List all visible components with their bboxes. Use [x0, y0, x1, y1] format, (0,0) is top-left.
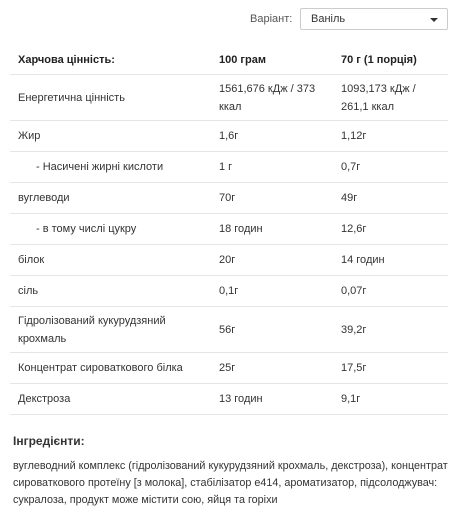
table-cell: 0,07г	[333, 275, 448, 307]
table-cell: - в тому числі цукру	[10, 213, 211, 245]
header-cell: Харчова цінність:	[10, 45, 211, 75]
ingredients-text: вуглеводний комплекс (гідролізований кук…	[13, 460, 448, 506]
table-cell: 20г	[211, 244, 333, 276]
table-cell: Декстроза	[10, 383, 211, 415]
table-cell: 25г	[211, 352, 333, 384]
ingredients: Інгредієнти: вуглеводний комплекс (гідро…	[13, 434, 453, 509]
table-cell: 0,1г	[211, 275, 333, 307]
header-row: Харчова цінність: 100 грам 70 г (1 порція)	[10, 45, 448, 75]
table-row: вуглеводи 70г 49г	[10, 182, 448, 214]
table-cell: Енергетична цінність	[10, 74, 211, 121]
table-row: Гідролізований кукурудзяний крохмаль 56г 3…	[10, 306, 448, 353]
header-cell: 70 г (1 порція)	[333, 45, 448, 75]
table-cell: сіль	[10, 275, 211, 307]
table-row: Жир 1,6г 1,12г	[10, 120, 448, 152]
table-row: - в тому числі цукру 18 годин 12,6г	[10, 213, 448, 245]
table-cell: 0,7г	[333, 151, 448, 183]
table-row: Декстроза 13 годин 9,1г	[10, 383, 448, 415]
table-cell: 1,6г	[211, 120, 333, 152]
table-cell: 1 г	[211, 151, 333, 183]
variant-label: Варіант:	[250, 13, 293, 25]
table-cell: 9,1г	[333, 383, 448, 415]
table-cell: 17,5г	[333, 352, 448, 384]
ingredients-title: Інгредієнти:	[13, 434, 85, 448]
header-cell: 100 грам	[211, 45, 333, 75]
table-cell: білок	[10, 244, 211, 276]
variant-selector: Варіант: Ваніль	[250, 7, 448, 31]
table-cell: 18 годин	[211, 213, 333, 245]
table-cell: 1,12г	[333, 120, 448, 152]
table-cell: Концентрат сироваткового білка	[10, 352, 211, 384]
table-row: - Насичені жирні кислоти 1 г 0,7г	[10, 151, 448, 183]
table-cell: 1093,173 кДж / 261,1 ккал	[333, 74, 448, 121]
variant-dropdown[interactable]: Ваніль	[300, 8, 448, 30]
table-cell: 56г	[211, 306, 333, 353]
nutrition-table: Харчова цінність: 100 грам 70 г (1 порція)…	[10, 45, 448, 415]
table-cell: 39,2г	[333, 306, 448, 353]
table-row: Енергетична цінність 1561,676 кДж / 373 к…	[10, 74, 448, 121]
table-row: білок 20г 14 годин	[10, 244, 448, 276]
table-cell: 14 годин	[333, 244, 448, 276]
table-cell: - Насичені жирні кислоти	[10, 151, 211, 183]
table-cell: 1561,676 кДж / 373 ккал	[211, 74, 333, 121]
caret	[430, 18, 438, 22]
table-cell: вуглеводи	[10, 182, 211, 214]
table-cell: 13 годин	[211, 383, 333, 415]
table-cell: Гідролізований кукурудзяний крохмаль	[10, 306, 211, 353]
table-row: Концентрат сироваткового білка 25г 17,5г	[10, 352, 448, 384]
variant-value: Ваніль	[311, 13, 346, 25]
table-row: сіль 0,1г 0,07г	[10, 275, 448, 307]
table-cell: 70г	[211, 182, 333, 214]
table-cell: 12,6г	[333, 213, 448, 245]
table-cell: Жир	[10, 120, 211, 152]
table-cell: 49г	[333, 182, 448, 214]
